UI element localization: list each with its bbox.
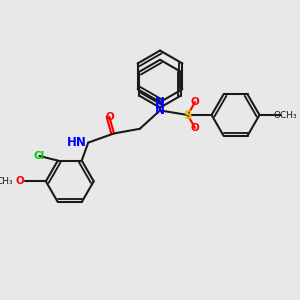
Text: O: O	[190, 97, 200, 107]
Text: CH₃: CH₃	[0, 177, 13, 186]
Text: Cl: Cl	[34, 151, 45, 161]
Text: OCH₃: OCH₃	[274, 110, 297, 119]
Text: O: O	[190, 123, 200, 133]
Text: O: O	[16, 176, 24, 186]
Text: HN: HN	[67, 136, 86, 149]
Text: N: N	[155, 104, 165, 117]
Text: O: O	[105, 112, 114, 122]
Text: N: N	[155, 96, 165, 109]
Text: S: S	[183, 109, 192, 122]
